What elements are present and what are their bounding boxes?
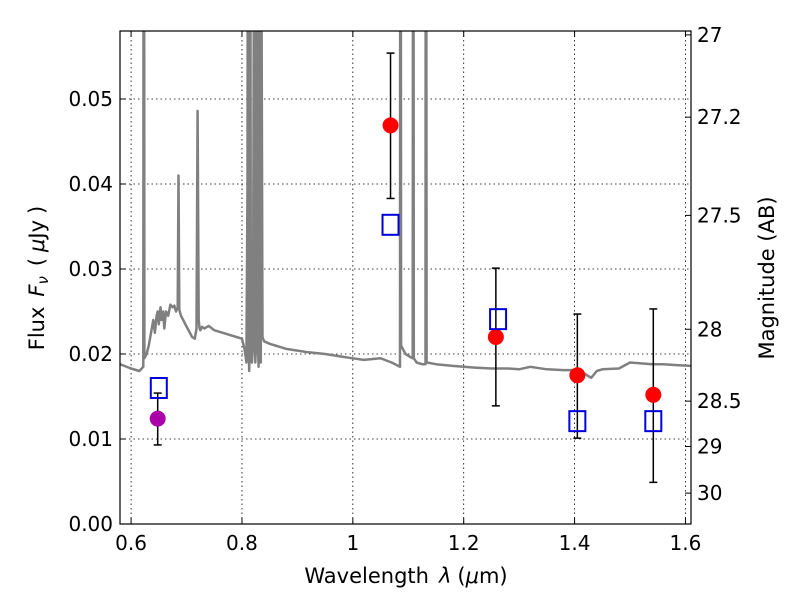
data-point <box>149 410 166 427</box>
data-point <box>382 117 399 134</box>
y2-tick-label: 29 <box>697 434 722 458</box>
plot-frame <box>119 30 692 525</box>
y-tick-label: 0.04 <box>68 172 113 196</box>
x-axis-label: Wavelength λ (μm) <box>304 564 507 588</box>
y-axis-label: FluxFν(μJy) <box>25 206 52 351</box>
x-tick-label: 1.6 <box>670 531 702 555</box>
data-point <box>569 367 586 384</box>
model-photometry-point <box>381 213 400 236</box>
y2-tick-label: 28.5 <box>697 389 742 413</box>
x-tick-label: 1.4 <box>559 531 591 555</box>
axes: 0.6 0.8 1 1.2 1.4 1.6 0.00 0.01 0.02 0.03 0.04 0.05… <box>68 23 741 555</box>
y-tick-label: 0.02 <box>68 342 113 366</box>
model-photometry-point <box>644 410 663 433</box>
model-photometry-point <box>568 410 587 433</box>
data-point <box>487 329 504 345</box>
y2-tick-label: 27.5 <box>697 203 742 227</box>
y2-tick-label: 30 <box>697 481 722 505</box>
x-tick-label: 1 <box>346 531 359 555</box>
x-tick-label: 1.2 <box>448 531 480 555</box>
y2-tick-label: 27 <box>697 23 722 47</box>
y2-tick-label: 28 <box>697 317 722 341</box>
y-tick-label: 0.05 <box>68 87 113 111</box>
grid <box>120 31 691 524</box>
model-spectrum-line <box>120 31 691 380</box>
model-photometry-point <box>149 377 168 399</box>
y-tick-label: 0.01 <box>68 427 113 451</box>
y2-axis-label: Magnitude (AB) <box>755 196 779 359</box>
model-photometry-point <box>489 308 508 331</box>
y2-tick-label: 27.2 <box>697 105 742 129</box>
data-point <box>645 386 662 403</box>
plot-area <box>120 31 691 484</box>
x-tick-label: 0.6 <box>115 531 147 555</box>
x-tick-label: 0.8 <box>226 531 258 555</box>
y-tick-label: 0.03 <box>68 257 113 281</box>
y-tick-label: 0.00 <box>68 512 113 536</box>
